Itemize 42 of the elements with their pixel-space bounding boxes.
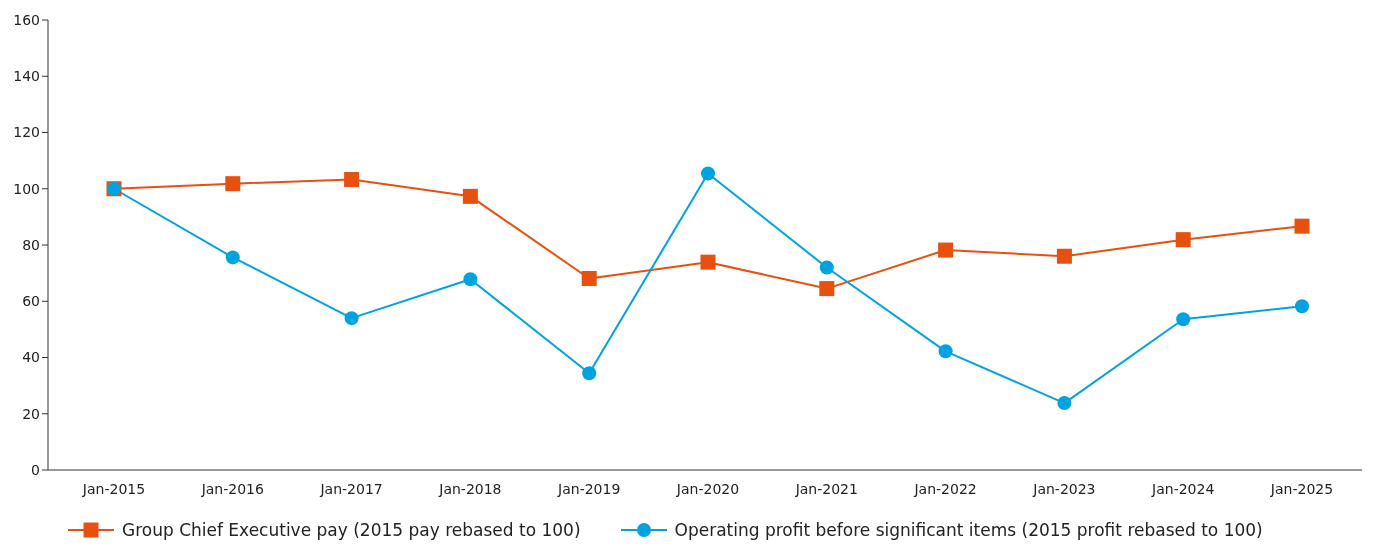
x-tick-label: Jan-2022: [913, 480, 977, 497]
point: [700, 254, 716, 270]
x-tick-label: Jan-2023: [1032, 480, 1096, 497]
point: [225, 176, 241, 192]
point: [225, 250, 240, 265]
x-tick-label: Jan-2015: [81, 480, 146, 497]
point: [344, 311, 359, 326]
legend-label: Group Chief Executive pay (2015 pay rebased to 100): [122, 520, 581, 540]
x-tick-label: Jan-2016: [200, 480, 265, 497]
x-tick-label: Jan-2025: [1269, 480, 1334, 497]
y-tick-label: 100: [13, 180, 40, 197]
point: [1056, 248, 1072, 264]
point: [819, 281, 835, 297]
x-tick-label: Jan-2021: [794, 480, 858, 497]
point: [1057, 396, 1072, 411]
y-tick-label: 160: [13, 11, 40, 28]
point: [938, 344, 953, 359]
y-tick-label: 80: [22, 236, 40, 253]
point: [1175, 232, 1191, 248]
point: [819, 260, 834, 275]
point: [462, 188, 478, 204]
y-tick-label: 60: [22, 293, 40, 310]
x-tick-label: Jan-2017: [319, 480, 383, 497]
point: [938, 242, 954, 258]
point: [463, 272, 478, 287]
point: [701, 166, 715, 181]
y-tick-label: 120: [13, 124, 40, 141]
y-tick-label: 140: [13, 68, 40, 85]
x-tick-label: Jan-2024: [1151, 480, 1215, 497]
point: [344, 171, 360, 187]
x-tick-label: Jan-2018: [438, 480, 502, 497]
point: [581, 270, 597, 286]
x-tick-label: Jan-2020: [675, 480, 740, 497]
point: [1294, 218, 1310, 234]
point: [582, 366, 597, 381]
legend-label: Operating profit before significant items (2015 profit rebased to 100): [674, 520, 1263, 540]
x-tick-label: Jan-2019: [557, 480, 621, 497]
y-tick-label: 40: [22, 349, 40, 366]
y-tick-label: 0: [31, 461, 40, 478]
y-tick-label: 20: [22, 405, 40, 422]
point: [1176, 312, 1191, 327]
point: [1295, 299, 1309, 314]
